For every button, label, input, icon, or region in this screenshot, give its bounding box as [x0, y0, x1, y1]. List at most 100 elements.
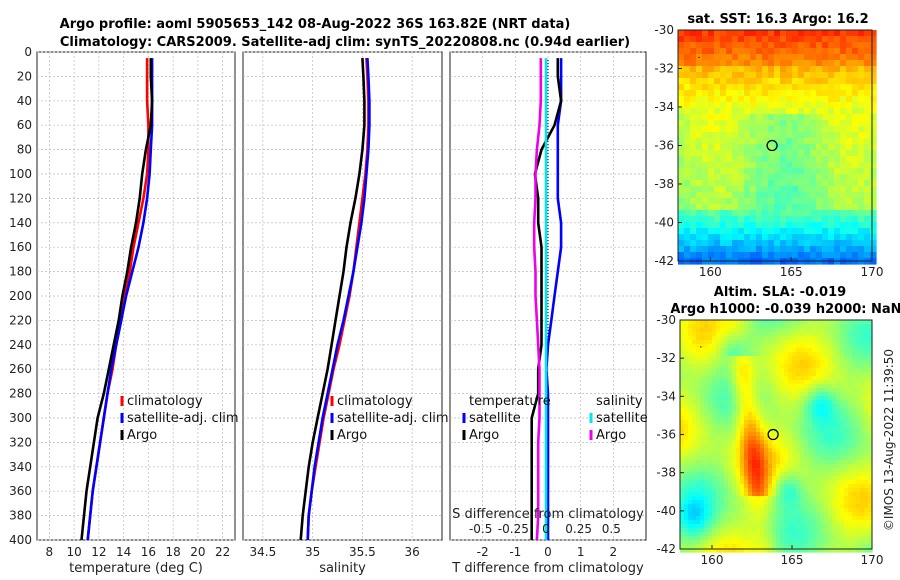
- sst_map-cell: [822, 198, 829, 205]
- sla_map-cell: [752, 532, 757, 537]
- sla_map-cell: [704, 520, 709, 525]
- sla_map-cell: [680, 508, 685, 513]
- sla_map-cell: [752, 428, 757, 433]
- sla_map-cell: [724, 484, 729, 489]
- sst_map-cell: [768, 108, 775, 115]
- sla_map-cell: [768, 420, 773, 425]
- sla_map-cell: [780, 492, 785, 497]
- sst_map-cell: [840, 66, 847, 73]
- sla_map-cell: [696, 536, 701, 541]
- sla_map-cell: [704, 388, 709, 393]
- sla_map-cell: [856, 544, 861, 549]
- sla_map-cell: [860, 400, 865, 405]
- sst_map-cell: [738, 126, 745, 133]
- sst_map-cell: [858, 222, 865, 229]
- sla_map-cell: [704, 548, 709, 553]
- sla_map-cell: [712, 452, 717, 457]
- sst_map-cell: [852, 192, 859, 199]
- sla_map-cell: [852, 492, 857, 497]
- sla_map-cell: [836, 496, 841, 501]
- sla_map-cell: [708, 536, 713, 541]
- sst_map-cell: [720, 144, 727, 151]
- sla_map-cell: [848, 496, 853, 501]
- sla_map-cell: [780, 452, 785, 457]
- sla_map-cell: [808, 352, 813, 357]
- sla_map-cell: [792, 520, 797, 525]
- sla_map-cell: [812, 352, 817, 357]
- sla_map-cell: [860, 352, 865, 357]
- sla_map-cell: [760, 496, 765, 501]
- sla_map-cell: [740, 332, 745, 337]
- sst_map-cell: [708, 90, 715, 97]
- sst_map-cell: [702, 240, 709, 247]
- sla_map-cell: [756, 488, 761, 493]
- sla_map-cell: [796, 348, 801, 353]
- sst_map-cell: [756, 240, 763, 247]
- sla_map-cell: [752, 336, 757, 341]
- sla_map-cell: [824, 524, 829, 529]
- sla_map-cell: [836, 376, 841, 381]
- sla_map-cell: [784, 428, 789, 433]
- sst_map-cell: [810, 246, 817, 253]
- sst_map-cell: [864, 144, 871, 151]
- sst_map-cell: [756, 114, 763, 121]
- sla_map-cell: [776, 440, 781, 445]
- sla_map-cell: [804, 456, 809, 461]
- sst_map-cell: [780, 78, 787, 85]
- temperature-ytick-label: 400: [9, 533, 32, 547]
- sst_map-cell: [816, 210, 823, 217]
- sst_map-cell: [846, 72, 853, 79]
- sla_map-cell: [752, 464, 757, 469]
- sst_map-cell: [792, 198, 799, 205]
- sst_map-cell: [846, 102, 853, 109]
- sla_map-cell: [712, 508, 717, 513]
- sst_map-cell: [732, 90, 739, 97]
- sla_map-cell: [844, 492, 849, 497]
- sst_map-cell: [714, 90, 721, 97]
- sla_map-cell: [832, 520, 837, 525]
- sst_map-cell: [810, 174, 817, 181]
- sst_map-cell: [810, 60, 817, 67]
- sla_map-cell: [712, 460, 717, 465]
- sla_map-cell: [748, 324, 753, 329]
- sla_map-cell: [792, 528, 797, 533]
- sla_map-ytick-label: -34: [656, 389, 676, 403]
- sla_map-cell: [816, 332, 821, 337]
- sla_map-cell: [796, 364, 801, 369]
- sst_map-cell: [822, 168, 829, 175]
- sla_map-cell: [692, 332, 697, 337]
- sst_map-cell: [804, 186, 811, 193]
- sla_map-cell: [704, 364, 709, 369]
- sla_map-cell: [868, 504, 873, 509]
- sst_map-cell: [696, 72, 703, 79]
- temperature-xtick-label: 10: [66, 545, 81, 559]
- sla_map-cell: [688, 480, 693, 485]
- sst_map-cell: [852, 48, 859, 55]
- sla_map-cell: [688, 408, 693, 413]
- sst_map-cell: [738, 96, 745, 103]
- sst_map-cell: [744, 216, 751, 223]
- sla_map-cell: [696, 344, 701, 349]
- sla_map-cell: [732, 456, 737, 461]
- sla_map-cell: [780, 540, 785, 545]
- sst_map-cell: [810, 102, 817, 109]
- sla_map-cell: [748, 512, 753, 517]
- sla_map-cell: [796, 328, 801, 333]
- sla_map-cell: [736, 440, 741, 445]
- sla_map-cell: [808, 400, 813, 405]
- sla_map-cell: [740, 548, 745, 553]
- sla_map-cell: [820, 524, 825, 529]
- sst_map-cell: [804, 240, 811, 247]
- sst_map-cell: [822, 96, 829, 103]
- sla_map-cell: [852, 524, 857, 529]
- sla_map-cell: [696, 468, 701, 473]
- sst_map-cell: [792, 240, 799, 247]
- sla_map-cell: [828, 488, 833, 493]
- sst_map-cell: [702, 234, 709, 241]
- sst_map-cell: [852, 246, 859, 253]
- sla_map-cell: [768, 440, 773, 445]
- sla_map-cell: [836, 504, 841, 509]
- sst_map-cell: [744, 114, 751, 121]
- sst_map-cell: [846, 66, 853, 73]
- sla_map-cell: [728, 492, 733, 497]
